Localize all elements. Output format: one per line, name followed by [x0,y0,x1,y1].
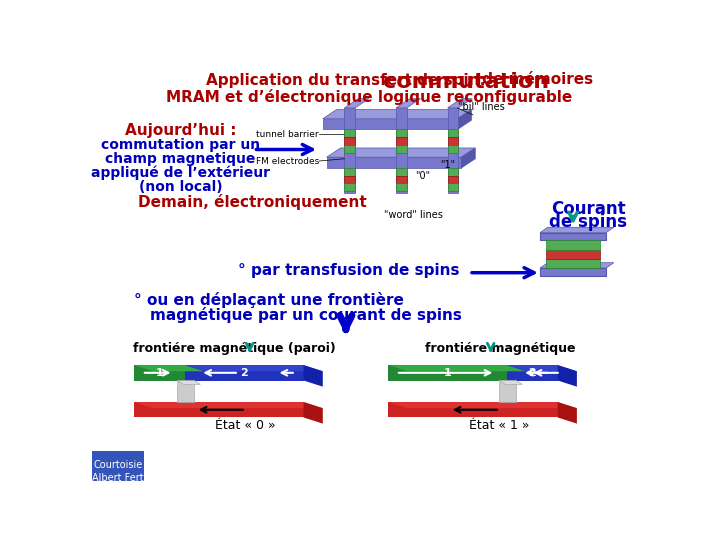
Bar [344,137,355,145]
Text: État « 1 »: État « 1 » [469,419,530,432]
Text: champ magnetique: champ magnetique [105,152,256,166]
Polygon shape [558,365,577,387]
Text: "bil" lines: "bil" lines [457,102,504,112]
Bar [448,168,459,176]
Text: 1: 1 [156,368,163,378]
Text: commutation: commutation [383,72,549,92]
Bar [388,402,558,417]
Polygon shape [304,365,323,387]
Text: tunnel barrier: tunnel barrier [256,130,319,139]
Text: MRAM et d’électronique logique reconfigurable: MRAM et d’électronique logique reconfigu… [166,90,572,105]
Bar [177,381,194,402]
Polygon shape [388,402,577,408]
Bar [499,381,516,402]
Text: frontiére magnétique: frontiére magnétique [425,342,575,355]
Bar [185,365,304,381]
Bar [507,365,558,381]
Bar [540,233,606,240]
Text: "1": "1" [440,160,455,170]
Polygon shape [327,148,475,157]
Bar [546,249,600,259]
Polygon shape [462,148,475,168]
Bar [396,137,407,145]
Bar [344,130,355,137]
Text: Courtoisie
Albert Fert: Courtoisie Albert Fert [92,460,144,483]
Text: de mémoires: de mémoires [477,72,593,87]
Text: Courant: Courant [551,200,626,218]
Polygon shape [185,365,323,372]
Polygon shape [323,110,472,119]
Bar [396,176,407,184]
Polygon shape [396,99,420,108]
Bar [396,130,407,137]
Polygon shape [327,157,462,168]
Bar [134,402,304,417]
Bar [448,137,459,145]
Bar [540,268,606,276]
Text: 2: 2 [240,368,248,378]
Polygon shape [344,99,369,108]
Polygon shape [448,99,472,108]
Polygon shape [507,365,577,372]
Text: magnétique par un courant de spins: magnétique par un courant de spins [150,307,462,323]
Text: de spins: de spins [549,213,627,231]
Bar [344,176,355,184]
Bar [546,259,600,268]
Text: FM electrodes: FM electrodes [256,157,319,166]
Bar [546,240,600,249]
Bar [448,130,459,137]
Text: commutation par un: commutation par un [101,138,260,152]
Bar [396,145,407,153]
Text: frontiére magnétique (paroi): frontiére magnétique (paroi) [133,342,336,355]
Bar [396,184,407,191]
Polygon shape [134,365,204,372]
Polygon shape [396,108,407,193]
Polygon shape [457,110,472,130]
Bar [344,145,355,153]
Bar [134,365,185,381]
Bar [448,184,459,191]
Polygon shape [134,402,323,408]
Polygon shape [304,402,323,423]
Text: "0": "0" [415,172,431,181]
Bar [344,184,355,191]
Polygon shape [499,381,522,384]
Polygon shape [177,381,200,384]
Polygon shape [540,227,614,233]
Bar [396,168,407,176]
Bar [448,176,459,184]
Bar [388,365,507,381]
Text: appliqué de l’extérieur: appliqué de l’extérieur [91,166,270,180]
Text: "word" lines: "word" lines [384,210,444,220]
Polygon shape [344,108,355,193]
Bar [344,168,355,176]
Polygon shape [388,365,526,372]
Text: Application du transfert de spin:: Application du transfert de spin: [206,72,491,87]
Text: ° ou en déplaçant une frontière: ° ou en déplaçant une frontière [134,292,404,308]
Text: État « 0 »: État « 0 » [215,419,276,432]
Bar [448,145,459,153]
Bar [92,451,144,481]
Text: (non local): (non local) [138,179,222,193]
Text: Demain, électroniquement: Demain, électroniquement [138,194,366,210]
Polygon shape [540,262,614,268]
Polygon shape [558,402,577,423]
Text: 1: 1 [444,368,451,378]
Polygon shape [323,119,457,130]
Polygon shape [448,108,459,193]
Text: 2: 2 [528,368,536,378]
Text: Aujourd’hui :: Aujourd’hui : [125,123,236,138]
Text: ° par transfusion de spins: ° par transfusion de spins [238,264,459,279]
